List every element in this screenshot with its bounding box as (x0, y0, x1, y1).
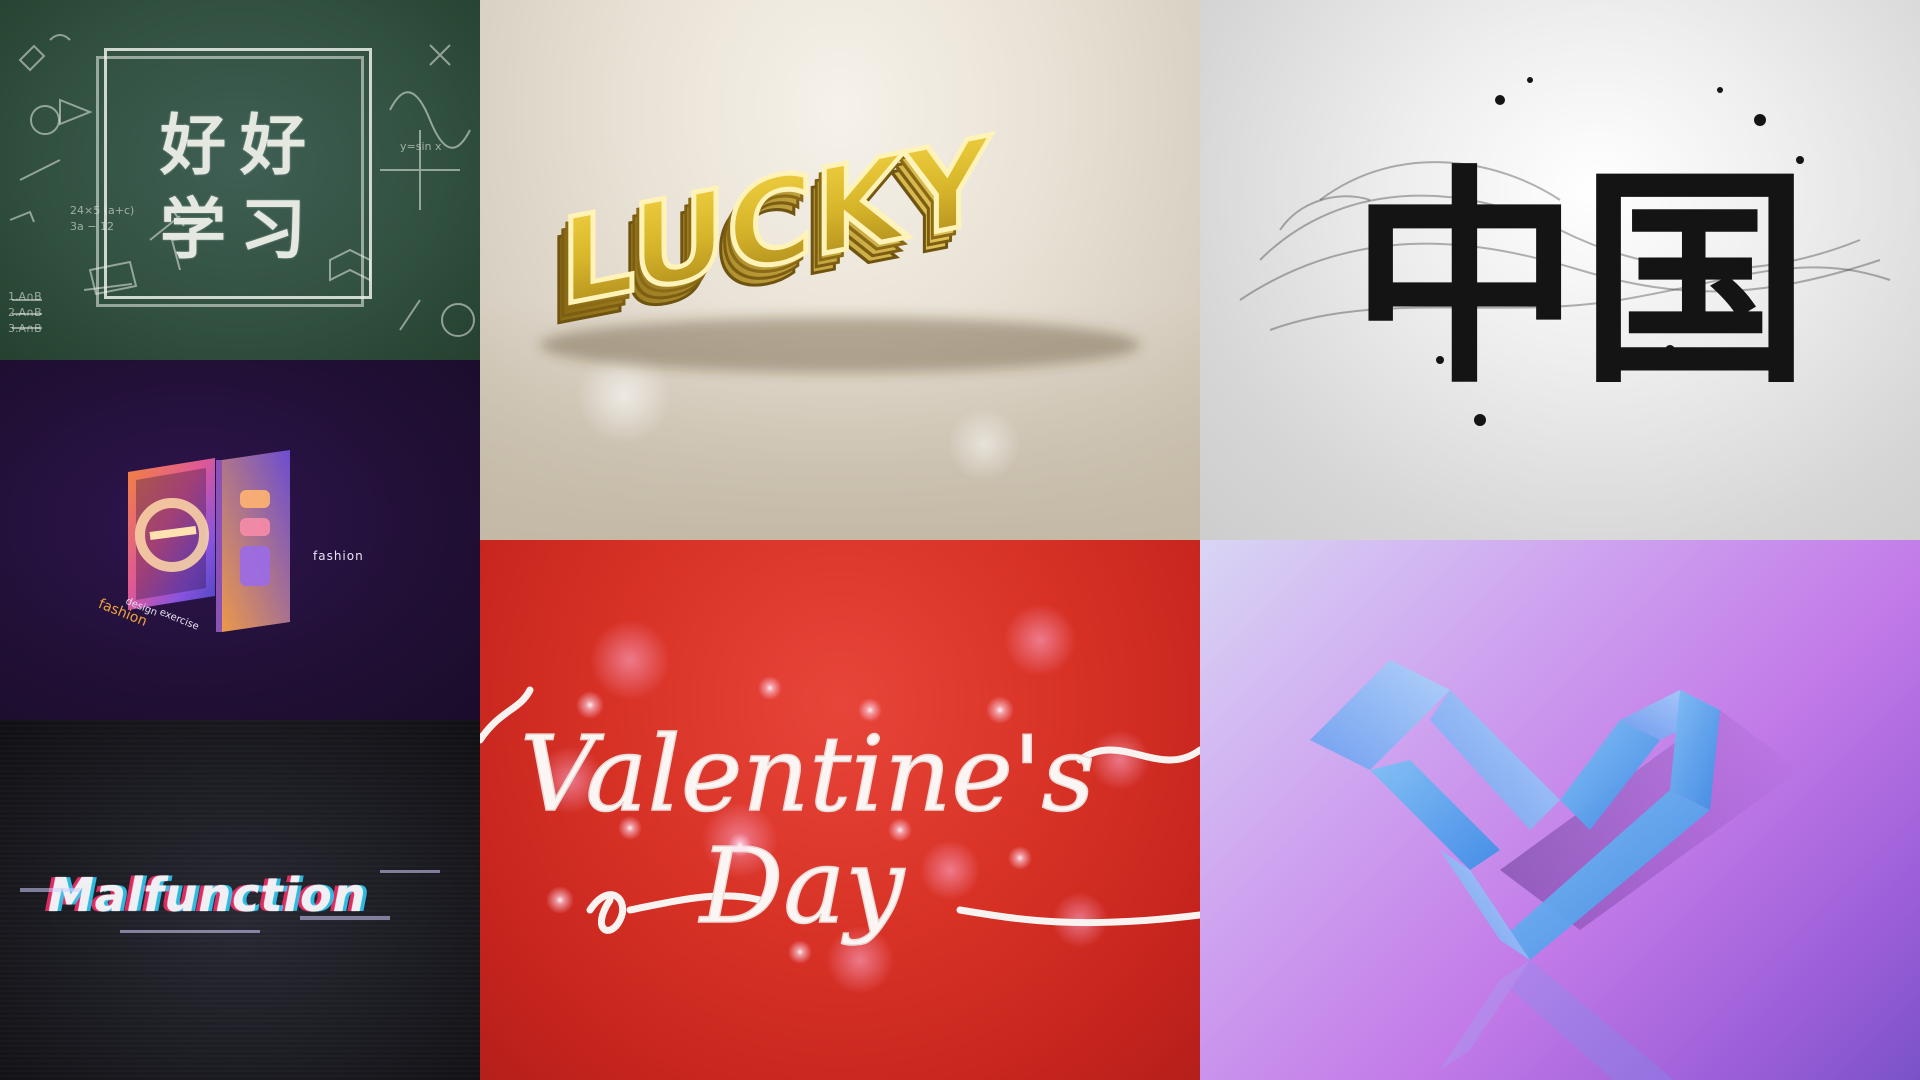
fashion-graphic (128, 450, 290, 632)
svg-text:y=sin x: y=sin x (400, 140, 442, 153)
lucky-graphic: LUCKY LUCKY LUCKY LUCKY (540, 109, 1140, 373)
chalk-formula: 24×5 (a+c) (70, 204, 134, 217)
glitch-bar (20, 888, 80, 892)
valentine-line1: Valentine's (520, 713, 1095, 835)
svg-text:1.A∩B: 1.A∩B (8, 290, 42, 303)
chalk-frame-back (96, 56, 364, 307)
fashion-label-right: fashion (313, 549, 364, 563)
chalk-frame (104, 48, 372, 299)
glitch-bar (120, 930, 260, 933)
svg-text:3a − 12: 3a − 12 (70, 220, 114, 233)
china-ink-tile: 中国 (1200, 0, 1920, 540)
chalk-doodles: 24×5 (a+c) 3a − 12 y=sin x 1.A∩B 2.A∩B 3… (8, 34, 475, 337)
svg-text:3.A∩B: 3.A∩B (8, 322, 42, 335)
valentine-graphic: Valentine's Day (480, 604, 1200, 994)
valentine-line2: Day (698, 825, 905, 947)
heart-graphic (1310, 660, 1800, 1080)
malfunction-word: Malfunction (48, 868, 367, 922)
svg-text:2.A∩B: 2.A∩B (8, 306, 42, 319)
malfunction-tile: Malfunction Malfunction Malfunction (0, 720, 480, 1080)
lucky-tile: LUCKY LUCKY LUCKY LUCKY (480, 0, 1200, 540)
malfunction-red-channel: Malfunction (44, 868, 363, 922)
glitch-bar (300, 916, 390, 920)
chalk-title-line2: 学习 (160, 191, 320, 268)
malfunction-vignette (0, 720, 480, 1080)
fashion-tile: fashion fashion design exercise (0, 360, 480, 720)
malfunction-blue-channel: Malfunction (52, 868, 371, 922)
valentine-tile: Valentine's Day (480, 540, 1200, 1080)
ink-graphic: 中国 (1239, 77, 1891, 426)
heart-tile (1200, 540, 1920, 1080)
chalkboard-tile: 24×5 (a+c) 3a − 12 y=sin x 1.A∩B 2.A∩B 3… (0, 0, 480, 360)
chalk-title-line1: 好好 (160, 107, 320, 184)
china-characters: 中国 (1350, 145, 1810, 415)
glitch-bar (380, 870, 440, 873)
